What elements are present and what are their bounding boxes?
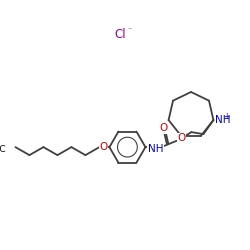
Text: O: O — [159, 123, 168, 133]
Text: ⁻: ⁻ — [128, 26, 132, 35]
Text: Cl: Cl — [114, 28, 126, 42]
Text: O: O — [99, 142, 108, 152]
Text: +: + — [223, 112, 230, 120]
Text: NH: NH — [216, 115, 231, 125]
Text: H₃C: H₃C — [0, 144, 6, 154]
Text: O: O — [177, 133, 186, 143]
Text: NH: NH — [148, 144, 163, 154]
